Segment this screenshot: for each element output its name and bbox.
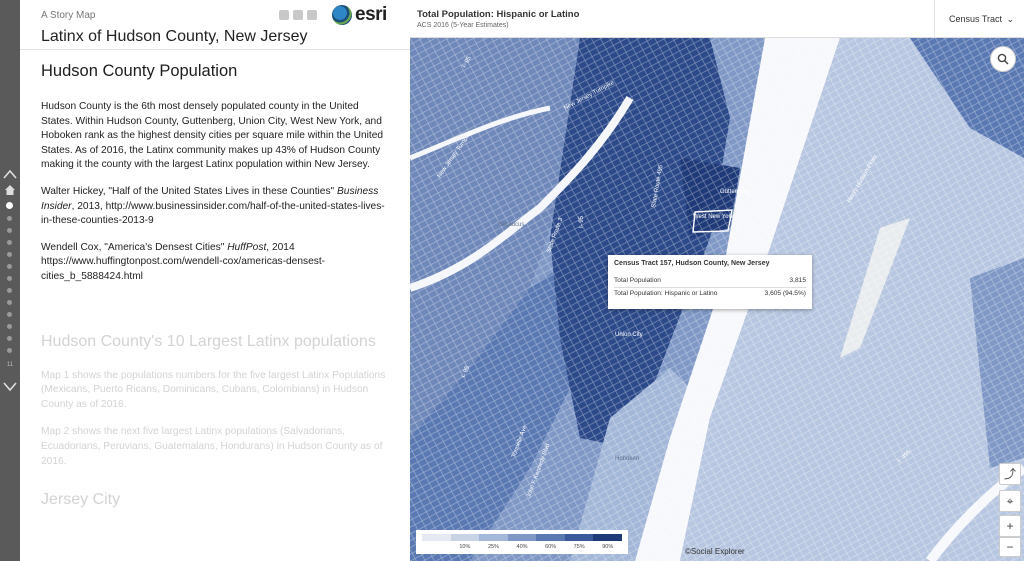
map-title: Total Population: Hispanic or Latino xyxy=(417,9,580,20)
legend-swatch xyxy=(536,534,565,541)
map-header: Total Population: Hispanic or Latino ACS… xyxy=(410,0,1024,38)
section-counter: 11 xyxy=(6,362,14,368)
citation-cox: Wendell Cox, "America's Densest Cities" … xyxy=(41,241,391,285)
home-icon[interactable] xyxy=(5,185,15,195)
section-paragraph: Hudson County is the 6th most densely po… xyxy=(41,101,384,171)
legend-tick: 75% xyxy=(573,544,585,550)
zoom-out-button[interactable]: − xyxy=(999,537,1021,557)
twitter-icon[interactable] xyxy=(293,10,303,20)
legend-swatch xyxy=(479,534,508,541)
popup-title: Census Tract 157, Hudson County, New Jer… xyxy=(614,260,770,267)
citation-publication: HuffPost xyxy=(227,241,267,253)
share-button[interactable]: ⤴ xyxy=(999,463,1021,485)
esri-logo[interactable]: esri xyxy=(332,4,387,26)
section-dot-4[interactable] xyxy=(7,240,12,245)
popup-label: Total Population xyxy=(614,277,661,284)
section-dot-2[interactable] xyxy=(7,216,12,221)
zoom-in-button[interactable]: + xyxy=(999,515,1021,537)
section-heading: Hudson County's 10 Largest Latinx popula… xyxy=(41,332,376,350)
story-kicker: A Story Map xyxy=(41,10,96,21)
city-label: West New York xyxy=(693,214,735,220)
minus-icon: − xyxy=(1006,540,1014,554)
citation-hickey: Walter Hickey, "Half of the United State… xyxy=(41,185,391,229)
city-label: Guttenberg xyxy=(720,189,750,195)
citation-link[interactable]: , 2014 https://www.huffingtonpost.com/we… xyxy=(41,241,326,282)
legend-swatch xyxy=(450,534,480,541)
crosshair-icon: ⌖ xyxy=(1006,494,1014,508)
section-dot-1[interactable] xyxy=(6,202,13,209)
city-label: Union City xyxy=(615,332,643,338)
story-nav-rail: 11 xyxy=(0,0,20,561)
popup-row: Total Population: Hispanic or Latino 3,6… xyxy=(614,288,806,300)
section-dot-5[interactable] xyxy=(7,252,12,257)
plus-icon: + xyxy=(1006,519,1014,533)
legend-swatch xyxy=(593,534,623,541)
share-icon: ⤴ xyxy=(1003,467,1016,481)
selected-tract[interactable] xyxy=(692,209,733,233)
road-label: I- 95 xyxy=(579,215,585,228)
esri-logo-text: esri xyxy=(355,4,387,25)
popup-value: 3,605 (94.5%) xyxy=(764,290,806,297)
chevron-down-icon[interactable] xyxy=(2,380,18,392)
locate-button[interactable]: ⌖ xyxy=(999,490,1021,512)
section-heading: Jersey City xyxy=(41,491,121,509)
map-legend: 10% 25% 40% 60% 75% 90% xyxy=(416,530,628,554)
section-heading: Hudson County Population xyxy=(41,62,238,80)
legend-ticks: 10% 25% 40% 60% 75% 90% xyxy=(422,544,622,550)
legend-color-bar xyxy=(422,534,623,541)
story-title: Latinx of Hudson County, New Jersey xyxy=(41,28,308,45)
section-paragraph: Map 1 shows the populations numbers for … xyxy=(41,369,386,410)
popup-row: Total Population 3,815 xyxy=(614,275,806,288)
section-paragraph: Map 2 shows the next five largest Latinx… xyxy=(41,426,383,467)
section-dot-7[interactable] xyxy=(7,276,12,281)
map-attribution[interactable]: ©Social Explorer xyxy=(685,547,745,556)
city-label: Secaucus xyxy=(498,222,524,228)
link-icon[interactable] xyxy=(307,10,317,20)
geography-select[interactable]: Census Tract ⌄ xyxy=(934,0,1024,38)
legend-tick: 25% xyxy=(487,544,499,550)
legend-tick: 60% xyxy=(545,544,557,550)
section-dot-9[interactable] xyxy=(7,300,12,305)
legend-swatch xyxy=(422,534,451,541)
road-label: I- 95 xyxy=(461,365,471,379)
facebook-icon[interactable] xyxy=(279,10,289,20)
legend-swatch xyxy=(564,534,594,541)
legend-swatch xyxy=(507,534,537,541)
section-dot-11[interactable] xyxy=(7,324,12,329)
road-label: I- 95 xyxy=(462,55,474,69)
map-panel[interactable]: Total Population: Hispanic or Latino ACS… xyxy=(410,0,1024,561)
citation-publication: Business Insider xyxy=(41,185,379,212)
section-dot-3[interactable] xyxy=(7,228,12,233)
legend-tick: 40% xyxy=(516,544,528,550)
section-dot-12[interactable] xyxy=(7,336,12,341)
section-dot-13[interactable] xyxy=(7,348,12,353)
legend-tick: 10% xyxy=(459,544,471,550)
search-icon xyxy=(997,53,1009,65)
citation-text: Walter Hickey, "Half of the United State… xyxy=(41,185,338,197)
section-dot-6[interactable] xyxy=(7,264,12,269)
popup-value: 3,815 xyxy=(789,277,806,284)
map-subtitle: ACS 2016 (5-Year Estimates) xyxy=(417,22,509,29)
chevron-down-icon: ⌄ xyxy=(1006,14,1014,24)
geography-select-value: Census Tract xyxy=(949,14,1003,24)
city-label: Hoboken xyxy=(615,456,639,462)
chevron-up-icon[interactable] xyxy=(2,168,18,180)
search-button[interactable] xyxy=(990,46,1016,72)
citation-text: Wendell Cox, "America's Densest Cities" xyxy=(41,241,228,253)
citation-link[interactable]: , 2013, http://www.businessinsider.com/h… xyxy=(41,200,385,227)
section-dot-10[interactable] xyxy=(7,312,12,317)
section-dot-8[interactable] xyxy=(7,288,12,293)
tract-popup: Census Tract 157, Hudson County, New Jer… xyxy=(608,255,812,309)
legend-tick: 90% xyxy=(602,544,614,550)
globe-icon xyxy=(332,5,352,25)
popup-label: Total Population: Hispanic or Latino xyxy=(614,290,718,297)
story-content: Hudson County Population Hudson County i… xyxy=(41,62,391,509)
side-panel: A Story Map Latinx of Hudson County, New… xyxy=(20,0,410,561)
story-header: A Story Map Latinx of Hudson County, New… xyxy=(20,0,410,50)
